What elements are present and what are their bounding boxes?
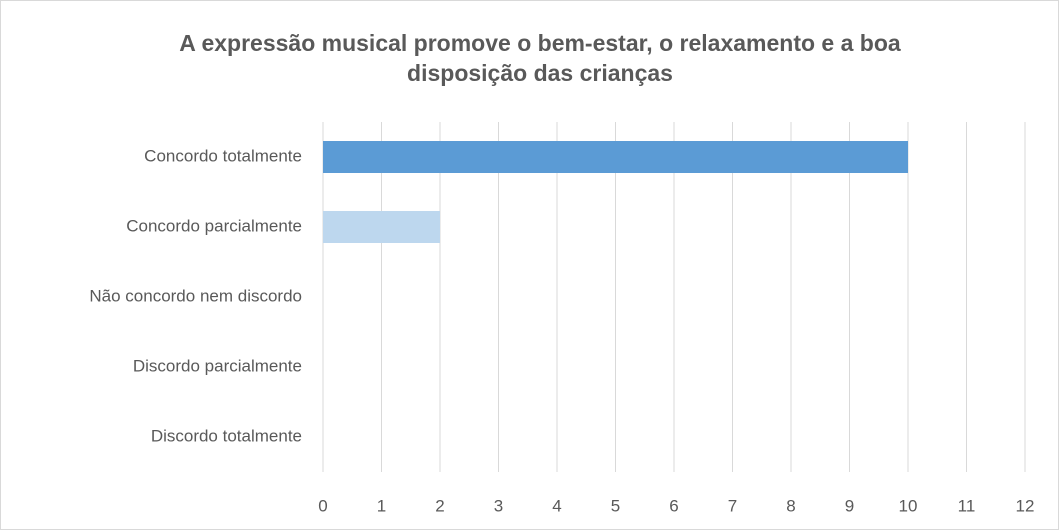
x-tick-label: 1 (377, 496, 386, 515)
x-tick-label: 4 (552, 496, 561, 515)
x-tick-label: 0 (318, 496, 327, 515)
bar (323, 141, 908, 173)
x-tick-label: 2 (435, 496, 444, 515)
x-tick-label: 5 (611, 496, 620, 515)
x-tick-label: 11 (958, 496, 976, 515)
y-tick-label: Não concordo nem discordo (89, 286, 302, 305)
chart-title: A expressão musical promove o bem-estar,… (179, 30, 901, 86)
x-tick-label: 8 (786, 496, 795, 515)
y-tick-label: Discordo parcialmente (133, 356, 302, 375)
x-tick-label: 7 (728, 496, 737, 515)
x-tick-label: 10 (899, 496, 918, 515)
x-tick-label: 12 (1016, 496, 1035, 515)
x-tick-label: 9 (845, 496, 854, 515)
x-tick-label: 3 (494, 496, 503, 515)
bar (323, 211, 440, 243)
y-tick-label: Discordo totalmente (151, 426, 302, 445)
x-tick-label: 6 (669, 496, 678, 515)
y-tick-label: Concordo parcialmente (126, 216, 302, 235)
y-tick-label: Concordo totalmente (144, 146, 302, 165)
